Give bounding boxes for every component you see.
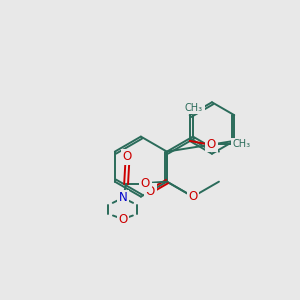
Text: CH₃: CH₃ [232,139,250,149]
Text: O: O [146,185,155,198]
Text: N: N [118,191,127,204]
Text: CH₃: CH₃ [185,103,203,112]
Text: O: O [118,213,128,226]
Text: O: O [206,138,216,151]
Text: O: O [188,190,197,203]
Text: O: O [123,151,132,164]
Text: N: N [118,192,127,205]
Text: O: O [141,177,150,190]
